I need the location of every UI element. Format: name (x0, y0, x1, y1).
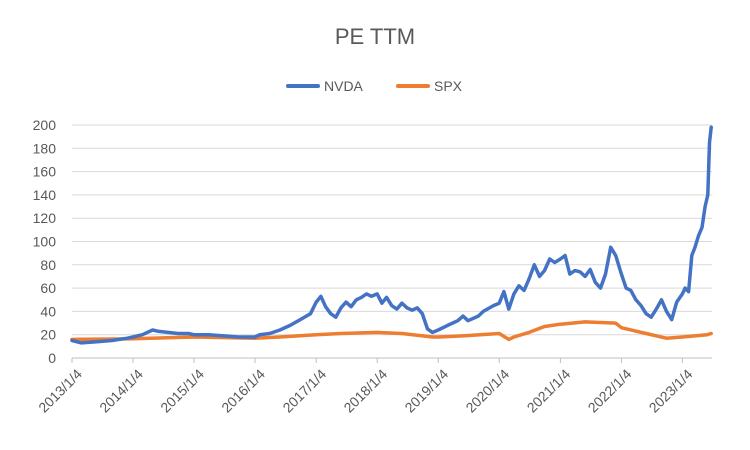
series-line-nvda (70, 125, 713, 345)
x-tick-label: 2013/1/4 (35, 366, 85, 416)
chart-title: PE TTM (335, 24, 415, 49)
y-tick-label: 40 (40, 303, 56, 319)
x-tick-label: 2014/1/4 (96, 366, 146, 416)
legend-label-spx: SPX (434, 78, 463, 94)
y-tick-label: 100 (33, 234, 57, 250)
x-tick-label: 2020/1/4 (462, 366, 512, 416)
x-tick-label: 2019/1/4 (401, 366, 451, 416)
y-tick-label: 60 (40, 280, 56, 296)
x-tick-label: 2022/1/4 (585, 366, 635, 416)
y-axis: 0 20 40 60 80 100 120 140 160 180 200 (33, 117, 57, 366)
y-tick-label: 200 (33, 117, 57, 133)
legend: NVDA SPX (286, 78, 463, 94)
x-tick-label: 2017/1/4 (279, 366, 329, 416)
x-tick-label: 2016/1/4 (218, 366, 268, 416)
y-tick-label: 180 (33, 140, 57, 156)
x-axis: 2013/1/4 2014/1/4 2015/1/4 2016/1/4 2017/1/4… (35, 358, 696, 416)
y-tick-label: 80 (40, 257, 56, 273)
series-line-spx (70, 320, 713, 342)
y-tick-label: 160 (33, 164, 57, 180)
series-group (70, 125, 713, 345)
y-tick-label: 140 (33, 187, 57, 203)
x-tick-label: 2018/1/4 (340, 366, 390, 416)
x-tick-label: 2021/1/4 (524, 366, 574, 416)
legend-label-nvda: NVDA (324, 78, 364, 94)
x-tick-label: 2023/1/4 (646, 366, 696, 416)
y-tick-label: 20 (40, 327, 56, 343)
y-tick-label: 120 (33, 210, 57, 226)
x-tick-label: 2015/1/4 (157, 366, 207, 416)
y-tick-label: 0 (48, 350, 56, 366)
